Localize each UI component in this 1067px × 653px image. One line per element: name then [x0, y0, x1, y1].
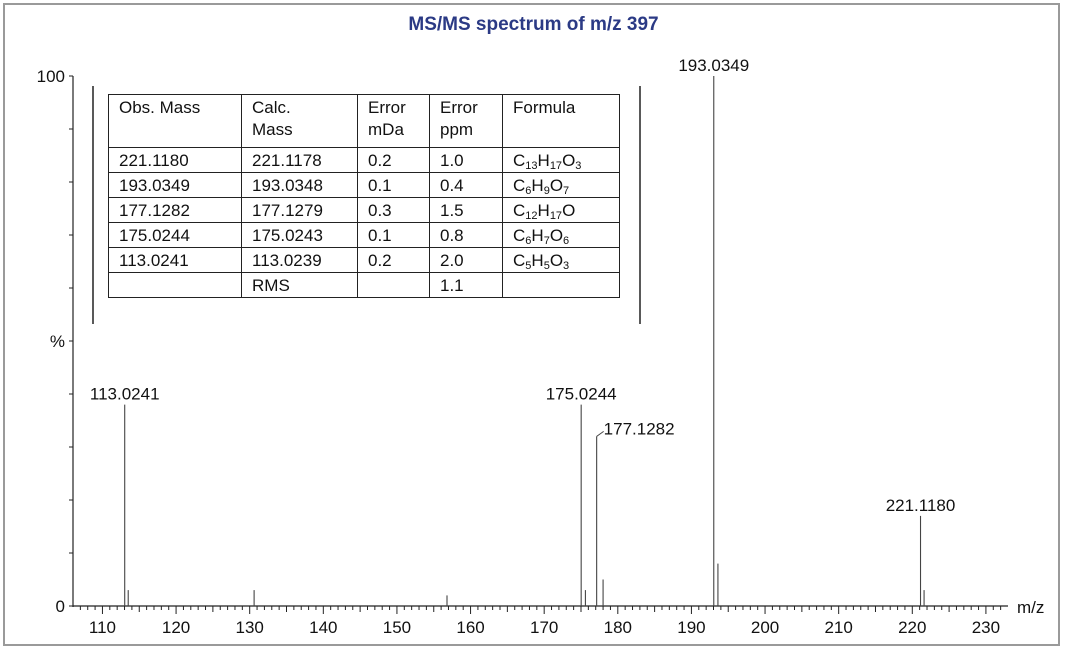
formula-cell: C6H9O7 [502, 172, 620, 198]
table-row: 221.1180 221.1178 0.2 1.0 C13H17O3 [108, 147, 620, 173]
formula-cell: C6H7O6 [502, 222, 620, 248]
peak-label: 177.1282 [604, 419, 675, 438]
x-tick-label: 140 [309, 618, 337, 637]
table-cell [357, 272, 430, 298]
mass-table: Obs. Mass Calc. Mass Error mDa Error ppm Formul… [108, 94, 620, 298]
peak-label: 221.1180 [886, 496, 956, 515]
table-header-row: Obs. Mass Calc. Mass Error mDa Error ppm Formul… [108, 94, 620, 148]
chart-title: MS/MS spectrum of m/z 397 [408, 14, 659, 35]
x-axis-label: m/z [1017, 598, 1044, 617]
y-tick-label: 100 [37, 67, 65, 86]
peak-leader [596, 430, 604, 437]
table-row: RMS 1.1 [108, 272, 620, 298]
table-cell: 0.1 [357, 172, 430, 198]
column-header: Error mDa [357, 94, 430, 148]
table-cell: 1.5 [429, 197, 503, 223]
y-tick-label: % [50, 332, 65, 351]
table-cell: RMS [241, 272, 358, 298]
table-cell: 221.1178 [241, 147, 358, 173]
formula-cell: C5H5O3 [502, 247, 620, 273]
table-cell: 175.0244 [108, 222, 242, 248]
column-header: Obs. Mass [108, 94, 242, 148]
table-cell: 1.0 [429, 147, 503, 173]
x-tick-label: 180 [604, 618, 632, 637]
table-cell: 177.1279 [241, 197, 358, 223]
column-header: Formula [502, 94, 620, 148]
table-row: 177.1282 177.1279 0.3 1.5 C12H17O [108, 197, 620, 223]
table-cell: 0.8 [429, 222, 503, 248]
x-tick-label: 190 [677, 618, 705, 637]
table-cell: 0.2 [357, 147, 430, 173]
formula-cell [502, 272, 620, 298]
table-cell: 0.3 [357, 197, 430, 223]
peak-label: 175.0244 [546, 385, 617, 404]
x-tick-label: 110 [89, 618, 116, 637]
table-cell: 2.0 [429, 247, 503, 273]
table-cell: 175.0243 [241, 222, 358, 248]
table-cell: 0.2 [357, 247, 430, 273]
table-cell: 113.0239 [241, 247, 358, 273]
peak-label: 193.0349 [678, 56, 749, 75]
formula-cell: C12H17O [502, 197, 620, 223]
table-cell: 177.1282 [108, 197, 242, 223]
table-row: 175.0244 175.0243 0.1 0.8 C6H7O6 [108, 222, 620, 248]
table-cell: 0.1 [357, 222, 430, 248]
x-tick-label: 130 [236, 618, 264, 637]
x-tick-label: 150 [383, 618, 411, 637]
table-cell: 0.4 [429, 172, 503, 198]
x-tick-label: 160 [456, 618, 484, 637]
table-row: 113.0241 113.0239 0.2 2.0 C5H5O3 [108, 247, 620, 273]
table-cell: 193.0348 [241, 172, 358, 198]
table-cell: 113.0241 [108, 247, 242, 273]
x-tick-label: 170 [530, 618, 558, 637]
x-tick-label: 220 [898, 618, 926, 637]
column-header: Calc. Mass [241, 94, 358, 148]
y-tick-label: 0 [56, 597, 65, 616]
table-cell [108, 272, 242, 298]
x-tick-label: 230 [972, 618, 1000, 637]
x-tick-label: 120 [162, 618, 190, 637]
column-header: Error ppm [429, 94, 503, 148]
table-cell: 1.1 [429, 272, 503, 298]
x-tick-label: 210 [824, 618, 852, 637]
peak-label: 113.0241 [90, 385, 160, 404]
table-row: 193.0349 193.0348 0.1 0.4 C6H9O7 [108, 172, 620, 198]
table-cell: 193.0349 [108, 172, 242, 198]
x-tick-label: 200 [751, 618, 779, 637]
formula-cell: C13H17O3 [502, 147, 620, 173]
table-cell: 221.1180 [108, 147, 242, 173]
